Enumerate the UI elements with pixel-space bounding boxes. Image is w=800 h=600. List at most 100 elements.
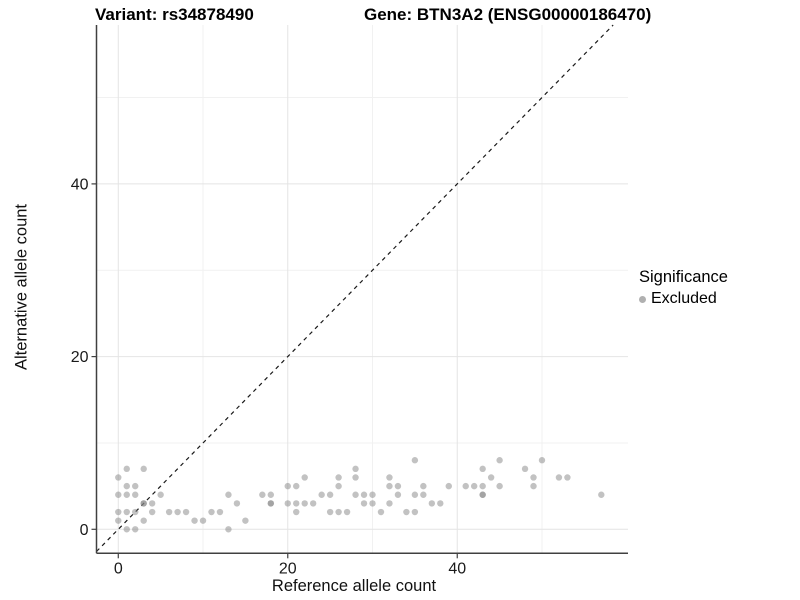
data-point (352, 474, 359, 481)
legend: Significance Excluded (639, 268, 728, 308)
plot-title-gene: Gene: BTN3A2 (ENSG00000186470) (364, 5, 652, 24)
data-point (487, 474, 495, 481)
data-point (496, 482, 503, 490)
data-point (148, 500, 156, 507)
data-point (267, 500, 275, 507)
data-point (123, 491, 130, 498)
data-point (496, 457, 503, 464)
data-point (360, 491, 368, 498)
data-point (386, 474, 393, 481)
data-point (352, 491, 359, 498)
data-point (115, 474, 122, 481)
data-point (420, 482, 427, 490)
data-point (132, 482, 139, 490)
plot-title-variant: Variant: rs34878490 (95, 5, 254, 24)
y-tick-label: 0 (80, 522, 89, 539)
data-point (233, 500, 241, 507)
data-point (140, 517, 147, 524)
data-point (132, 526, 139, 533)
data-point (386, 482, 393, 490)
data-point (301, 500, 308, 507)
data-point (123, 526, 130, 533)
legend-title: Significance (639, 268, 728, 286)
data-point (123, 508, 130, 516)
data-point (369, 500, 376, 507)
data-point (530, 474, 537, 481)
data-point (284, 500, 291, 507)
data-point (301, 474, 308, 481)
data-point (479, 465, 486, 473)
data-point (242, 517, 249, 524)
data-point (326, 508, 334, 516)
data-point (191, 517, 198, 524)
data-point (318, 491, 325, 498)
data-point (564, 474, 571, 481)
data-point (479, 491, 486, 498)
data-point (598, 491, 605, 498)
data-point (284, 482, 291, 490)
data-point (140, 500, 147, 507)
data-point (293, 482, 300, 490)
data-point (394, 482, 402, 490)
data-point (462, 482, 469, 490)
data-point (530, 482, 537, 490)
data-point (293, 508, 300, 516)
data-point (115, 517, 122, 524)
data-point (174, 508, 181, 516)
data-point (123, 482, 130, 490)
data-point (394, 491, 402, 498)
data-point (115, 491, 122, 498)
data-point (411, 508, 419, 516)
data-point (225, 526, 232, 533)
x-tick-label: 0 (114, 560, 123, 577)
legend-item-excluded: Excluded (639, 290, 728, 308)
data-point (157, 491, 164, 498)
data-point (521, 465, 529, 473)
data-point (377, 508, 385, 516)
data-point (335, 474, 342, 481)
data-point (132, 508, 139, 516)
y-axis-label: Alternative allele count (12, 203, 31, 371)
data-point (216, 508, 224, 516)
data-point (352, 465, 359, 473)
data-point (148, 508, 156, 516)
data-point (343, 508, 351, 516)
data-point (386, 500, 393, 507)
data-point (428, 500, 436, 507)
data-point (335, 482, 342, 490)
data-point (437, 500, 444, 507)
data-point (326, 491, 334, 498)
data-point (208, 508, 215, 516)
data-point (115, 508, 122, 516)
data-point (420, 491, 427, 498)
data-point (199, 517, 207, 524)
data-point (403, 508, 410, 516)
data-point (445, 482, 452, 490)
x-tick-label: 40 (448, 560, 466, 577)
data-point (123, 465, 130, 473)
data-point (225, 491, 232, 498)
data-point (360, 500, 368, 507)
x-tick-label: 20 (279, 560, 297, 577)
data-point (411, 491, 419, 498)
data-point (369, 491, 376, 498)
data-point (411, 457, 419, 464)
legend-item-label: Excluded (651, 290, 717, 307)
data-point (267, 491, 275, 498)
data-point (293, 500, 300, 507)
x-axis-label: Reference allele count (271, 577, 437, 595)
data-point (538, 457, 546, 464)
y-tick-label: 20 (71, 349, 89, 366)
data-point (309, 500, 317, 507)
data-point (132, 491, 139, 498)
data-point (470, 482, 478, 490)
data-point (140, 465, 147, 473)
point-icon (639, 295, 646, 303)
data-point (335, 508, 342, 516)
data-point (479, 482, 486, 490)
y-tick-label: 40 (71, 176, 89, 193)
data-point (165, 508, 173, 516)
identity-line (96, 24, 614, 552)
